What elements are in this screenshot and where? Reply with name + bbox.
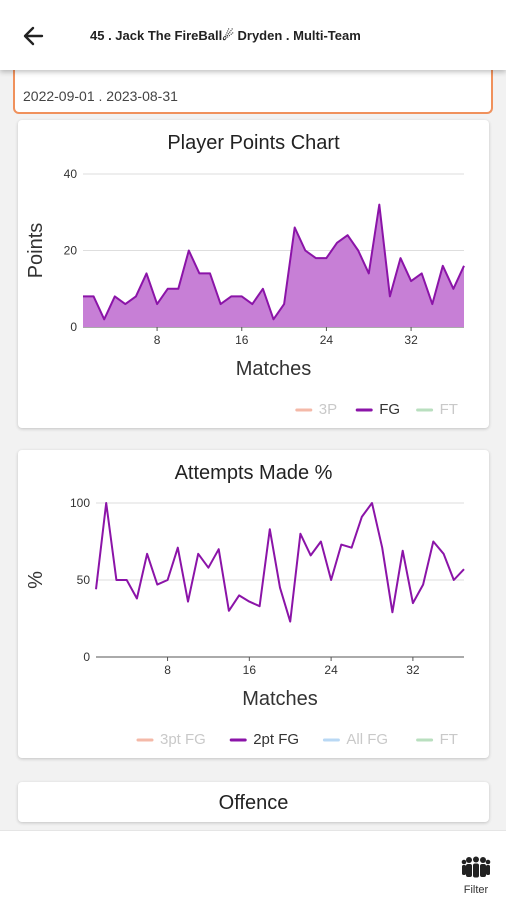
series-line-2pt FG: [96, 503, 464, 622]
points-chart: 0 20 40 8 16 24 32 Matches Points 3P FG FT: [18, 120, 489, 428]
date-range-value: 2022-09-01 . 2023-08-31: [23, 88, 178, 104]
filter-label: Filter: [458, 884, 494, 896]
x-tick-label: 8: [164, 663, 171, 677]
x-axis-label: Matches: [242, 688, 318, 710]
legend-label: FG: [379, 401, 400, 418]
x-axis-label: Matches: [236, 358, 312, 380]
attempts-chart: 0 50 100 8 16 24 32 Matches% 3pt FG 2pt FG All FG F…: [18, 450, 489, 758]
y-axis-label: Points: [25, 223, 47, 279]
y-tick-label: 0: [83, 650, 90, 664]
legend-label: FT: [440, 731, 458, 748]
offence-card[interactable]: Offence: [18, 782, 489, 822]
offence-title: Offence: [18, 792, 489, 815]
app-bar: 45 . Jack The FireBall☄ Dryden . Multi-T…: [0, 0, 506, 70]
legend-label: 3P: [319, 401, 337, 418]
x-tick-label: 16: [243, 663, 257, 677]
legend-label: 2pt FG: [253, 731, 299, 748]
y-axis-label: %: [25, 571, 47, 589]
team-filter-icon: [461, 856, 491, 878]
y-tick-label: 50: [77, 573, 91, 587]
y-tick-label: 40: [64, 167, 78, 181]
legend-label: 3pt FG: [160, 731, 206, 748]
y-tick-label: 20: [64, 244, 78, 258]
legend-label: FT: [440, 401, 458, 418]
x-tick-label: 16: [235, 333, 249, 347]
y-tick-label: 0: [70, 320, 77, 334]
x-tick-label: 32: [404, 333, 418, 347]
x-tick-label: 24: [320, 333, 334, 347]
x-tick-label: 8: [154, 333, 161, 347]
arrow-left-icon[interactable]: [20, 22, 48, 50]
page-title: 45 . Jack The FireBall☄ Dryden . Multi-T…: [90, 28, 361, 44]
x-tick-label: 24: [324, 663, 338, 677]
bottom-bar: [0, 830, 506, 901]
series-area-FG: [83, 205, 464, 327]
legend-label: All FG: [346, 731, 388, 748]
filter-button[interactable]: Filter: [458, 856, 494, 896]
y-tick-label: 100: [70, 496, 90, 510]
x-tick-label: 32: [406, 663, 420, 677]
